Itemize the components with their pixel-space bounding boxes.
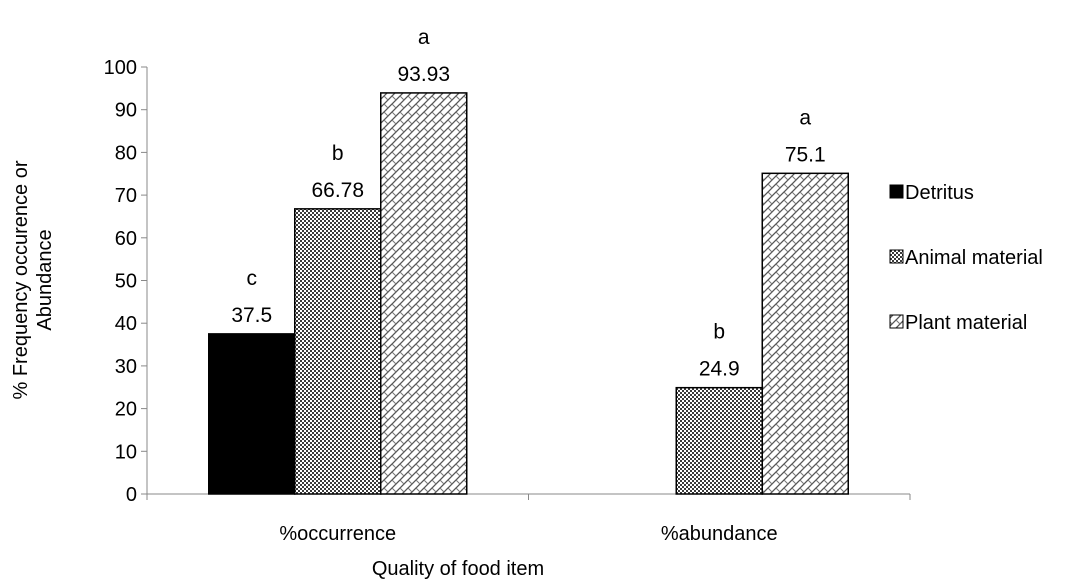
bar-plant-material (761, 172, 849, 495)
legend-swatch (889, 184, 904, 199)
y-axis: 0 10 20 30 40 50 60 70 80 90 100 (104, 57, 148, 506)
bar-detritus (208, 333, 296, 495)
bar-value-label: 75.1 (785, 143, 826, 166)
legend: Detritus Animal material Plant material (889, 182, 1043, 334)
x-tick-label: %abundance (661, 523, 778, 545)
data-labels: 37.5 c 66.78 b 93.93 a 24.9 b 75.1 a (231, 26, 825, 381)
y-tick-label: 10 (115, 441, 137, 463)
legend-label: Plant material (905, 312, 1027, 334)
x-tick-label: %occurrence (279, 523, 396, 545)
y-tick-label: 50 (115, 271, 137, 293)
bar-plant-material (380, 92, 468, 495)
significance-letter: c (247, 267, 258, 290)
y-axis-title-line: Abundance (34, 229, 56, 330)
y-axis-title-line: % Frequency occurence or (10, 160, 32, 399)
x-axis-title: Quality of food item (372, 558, 544, 580)
significance-letter: a (418, 26, 430, 49)
bar-value-label: 66.78 (311, 179, 364, 202)
bars (208, 92, 849, 495)
bar-value-label: 24.9 (699, 358, 740, 381)
legend-label: Animal material (905, 247, 1043, 269)
y-axis-title: % Frequency occurence or Abundance (10, 160, 56, 399)
y-tick-label: 60 (115, 228, 137, 250)
significance-letter: b (332, 142, 344, 165)
legend-swatch (889, 314, 904, 329)
x-axis: %occurrence %abundance (146, 493, 911, 545)
y-tick-label: 80 (115, 142, 137, 164)
y-tick-label: 0 (126, 484, 137, 506)
bar-animal-material (294, 208, 382, 495)
y-tick-label: 20 (115, 399, 137, 421)
y-tick-label: 40 (115, 313, 137, 335)
legend-label: Detritus (905, 182, 974, 204)
bar-animal-material (675, 386, 763, 495)
bar-value-label: 93.93 (397, 63, 450, 86)
significance-letter: b (713, 321, 725, 344)
significance-letter: a (799, 106, 811, 129)
bar-value-label: 37.5 (231, 304, 272, 327)
y-tick-label: 100 (104, 57, 137, 79)
y-tick-label: 90 (115, 100, 137, 122)
legend-swatch (889, 249, 904, 264)
y-tick-label: 70 (115, 185, 137, 207)
y-tick-label: 30 (115, 356, 137, 378)
